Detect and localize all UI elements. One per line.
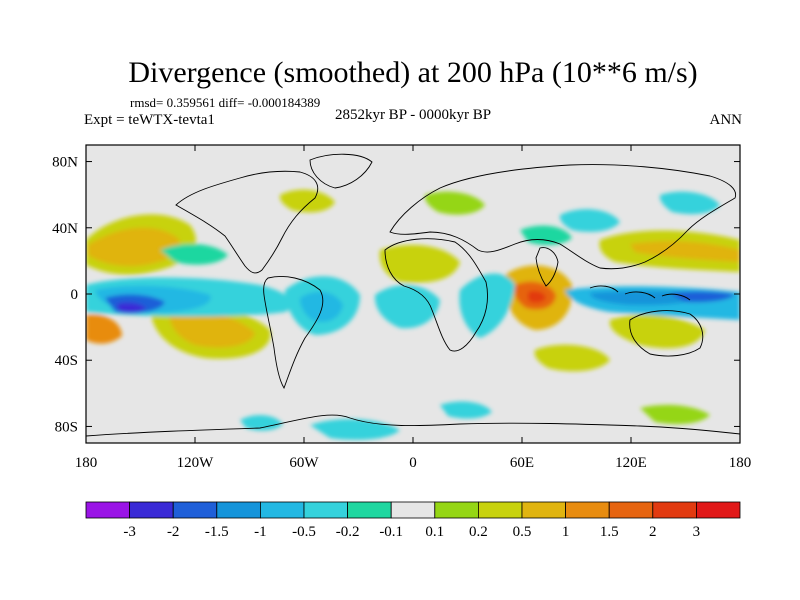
field-patch [630,241,740,262]
colorbar-swatch [303,501,348,519]
y-axis: 80N 40N 0 40S 80S [52,155,740,435]
field-patch [440,401,492,419]
field-patch [609,314,705,349]
colorbar: -3 -2 -1.5 -1 -0.5 -0.2 -0.1 0.1 0.2 0.5 1 1.5 2 3 [85,501,741,540]
antarctica-coast [86,414,740,437]
field-patch [559,209,620,232]
north-america-coast [175,170,319,274]
x-tick-label: 180 [75,455,98,471]
colorbar-swatch [434,501,479,519]
colorbar-swatch [696,501,741,519]
australia-coast [629,310,704,357]
colorbar-swatch [259,501,305,519]
colorbar-label: -0.2 [336,524,360,540]
colorbar-swatch [216,501,261,519]
field-patch [534,344,610,372]
x-tick-label: 120W [177,455,215,471]
field-patch [670,291,735,303]
colorbar-label: -1 [254,524,267,540]
colorbar-label: 1 [562,524,570,540]
colorbar-swatch [608,501,654,519]
colorbar-swatch [521,501,566,519]
field-patch [117,302,146,314]
colorbar-label: 0.1 [425,524,444,540]
eurasia-coast [389,164,737,270]
colorbar-label: 3 [693,524,701,540]
south-america-coast [263,276,324,390]
colorbar-label: 1.5 [600,524,619,540]
colorbar-label: -1.5 [205,524,229,540]
x-tick-label: 60E [510,455,534,471]
y-tick-label: 80S [55,419,78,435]
africa-coast [384,238,488,352]
y-tick-label: 40N [52,221,78,237]
x-tick-label: 120E [615,455,647,471]
season-label: ANN [710,112,743,128]
colorbar-swatch [477,501,523,519]
field-patch [279,189,335,213]
colorbar-label: -3 [123,524,136,540]
field-patch [86,314,122,344]
field-patch [88,227,180,267]
coastlines [86,153,740,437]
colorbar-swatch [565,501,610,519]
y-tick-label: 80N [52,155,78,171]
x-axis: 180 120W 60W 0 60E 120E 180 [75,145,752,471]
india-coast [535,247,559,287]
field-patch [640,404,710,425]
field-patch [659,191,720,215]
field-patch [528,290,546,303]
x-tick-label: 0 [409,455,417,471]
colorbar-label: -2 [167,524,180,540]
field-patch [160,243,228,265]
field-patch [169,311,255,348]
colorbar-swatch [347,501,392,519]
field-patch [520,225,572,246]
period-label: 2852kyr BP - 0000kyr BP [335,107,491,123]
field-patch [379,244,460,283]
colorbar-swatch [390,501,436,519]
y-tick-label: 40S [55,353,78,369]
plot-area [86,145,740,443]
y-tick-label: 0 [71,287,79,303]
colorbar-label: -0.1 [379,524,403,540]
field-patch [240,415,283,431]
colorbar-label: 2 [649,524,657,540]
x-tick-label: 60W [289,455,319,471]
field-patch [424,191,485,215]
colorbar-swatch [652,501,697,519]
chart-title: Divergence (smoothed) at 200 hPa (10**6 … [128,56,697,89]
colorbar-label: 0.2 [469,524,488,540]
divergence-field [86,189,740,440]
experiment-label: Expt = teWTX-tevta1 [84,112,215,128]
greenland-coast [309,153,373,189]
indonesia-coast [589,285,691,301]
colorbar-swatch [172,501,218,519]
colorbar-label: -0.5 [292,524,316,540]
field-patch [374,284,440,329]
field-patch [300,291,343,322]
x-tick-label: 180 [729,455,752,471]
stats-label: rmsd= 0.359561 diff= -0.000184389 [130,95,320,110]
colorbar-label: 0.5 [513,524,532,540]
colorbar-swatch [129,501,174,519]
colorbar-swatch [85,501,130,519]
